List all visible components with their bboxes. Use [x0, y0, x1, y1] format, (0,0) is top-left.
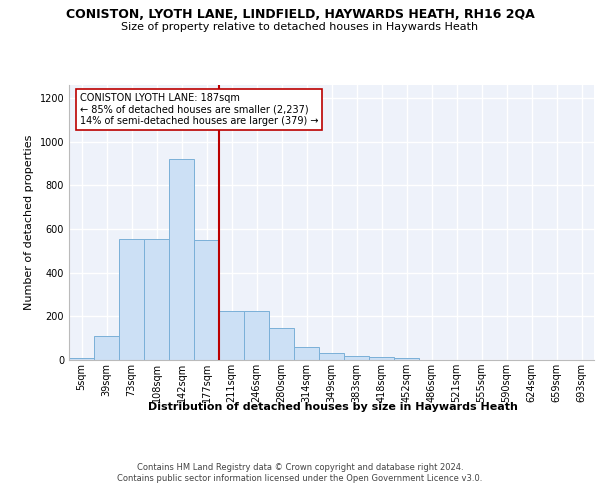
Bar	[119, 239, 144, 360]
Y-axis label: Number of detached properties: Number of detached properties	[24, 135, 34, 310]
Text: CONISTON LYOTH LANE: 187sqm
← 85% of detached houses are smaller (2,237)
14% of : CONISTON LYOTH LANE: 187sqm ← 85% of det…	[79, 93, 318, 126]
Bar	[344, 356, 369, 360]
Bar	[169, 159, 194, 360]
Text: CONISTON, LYOTH LANE, LINDFIELD, HAYWARDS HEATH, RH16 2QA: CONISTON, LYOTH LANE, LINDFIELD, HAYWARD…	[65, 8, 535, 20]
Bar	[319, 353, 344, 360]
Bar	[144, 239, 169, 360]
Bar	[69, 358, 94, 360]
Bar	[394, 358, 419, 360]
Bar	[369, 356, 394, 360]
Text: Distribution of detached houses by size in Haywards Heath: Distribution of detached houses by size …	[148, 402, 518, 412]
Bar	[94, 336, 119, 360]
Text: Contains HM Land Registry data © Crown copyright and database right 2024.: Contains HM Land Registry data © Crown c…	[137, 462, 463, 471]
Text: Size of property relative to detached houses in Haywards Heath: Size of property relative to detached ho…	[121, 22, 479, 32]
Text: Contains public sector information licensed under the Open Government Licence v3: Contains public sector information licen…	[118, 474, 482, 483]
Bar	[294, 347, 319, 360]
Bar	[219, 311, 244, 360]
Bar	[194, 240, 219, 360]
Bar	[269, 328, 294, 360]
Bar	[244, 311, 269, 360]
